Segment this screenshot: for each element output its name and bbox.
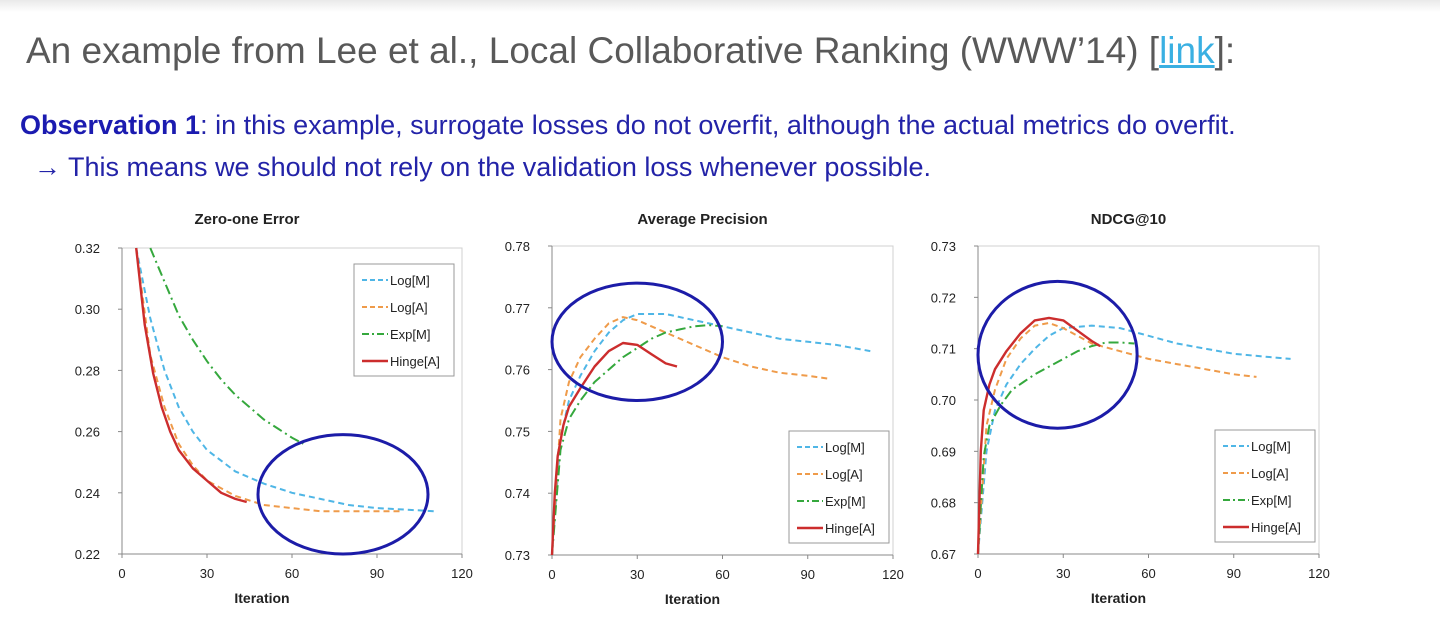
- legend-box: [788, 430, 890, 544]
- top-edge-shadow: [0, 0, 1440, 12]
- y-tick-label: 0.70: [931, 393, 956, 408]
- y-tick-label: 0.75: [505, 424, 530, 439]
- highlight-ellipse: [256, 433, 430, 556]
- x-tick-label: 60: [1141, 566, 1155, 581]
- x-tick-label: 60: [715, 567, 729, 582]
- charts-figure: Zero-one Error 0.22 0.24 0.26 0.28 0.30 0.32 0 3…: [75, 211, 1330, 607]
- x-tick-label: 30: [200, 566, 214, 581]
- y-tick-label: 0.22: [75, 547, 100, 562]
- legend-label: Log[M]: [1251, 439, 1291, 454]
- y-tick-label: 0.26: [75, 425, 100, 440]
- series-line-logm: [135, 247, 434, 513]
- legend-label: Exp[M]: [1251, 493, 1291, 508]
- chart-3: NDCG@10 0.67 0.68 0.69 0.70 0.71 0.72 0.73 0 30 60…: [931, 211, 1330, 606]
- series-line-expm: [149, 247, 304, 445]
- highlight-ellipse: [976, 279, 1139, 430]
- observation-line: Observation 1: in this example, surrogat…: [20, 110, 1236, 141]
- chart-1: Zero-one Error 0.22 0.24 0.26 0.28 0.30 0.32 0 3…: [75, 211, 473, 606]
- chart-2: Average Precision 0.73 0.74 0.75 0.76 0.77 0.7…: [505, 211, 904, 607]
- series-line-loga: [551, 316, 831, 556]
- y-tick-label: 0.28: [75, 363, 100, 378]
- y-tick-label: 0.78: [505, 239, 530, 254]
- legend-label: Hinge[A]: [1251, 520, 1301, 535]
- x-axis-label: Iteration: [234, 590, 289, 606]
- series-line-expm: [977, 341, 1135, 555]
- legend: Log[M] Log[A] Exp[M] Hinge[A]: [353, 263, 455, 377]
- series-line-logm: [977, 324, 1291, 555]
- y-tick-label: 0.30: [75, 302, 100, 317]
- x-tick-label: 0: [974, 566, 981, 581]
- legend-label: Exp[M]: [825, 494, 865, 509]
- series-line-logm: [551, 313, 871, 556]
- observation-text: : in this example, surrogate losses do n…: [200, 110, 1236, 140]
- y-tick-label: 0.32: [75, 241, 100, 256]
- x-tick-label: 30: [630, 567, 644, 582]
- y-tick-label: 0.77: [505, 301, 530, 316]
- legend: Log[M] Log[A] Exp[M] Hinge[A]: [1214, 429, 1316, 543]
- slide-title: An example from Lee et al., Local Collab…: [26, 30, 1235, 72]
- series-line-loga: [977, 322, 1257, 555]
- legend-label: Hinge[A]: [390, 354, 440, 369]
- chart-title: NDCG@10: [1091, 211, 1166, 228]
- x-tick-label: 0: [548, 567, 555, 582]
- chart-title: Zero-one Error: [194, 211, 299, 228]
- x-tick-label: 120: [1308, 566, 1330, 581]
- x-tick-label: 90: [801, 567, 815, 582]
- y-tick-label: 0.74: [505, 486, 530, 501]
- legend-label: Exp[M]: [390, 327, 430, 342]
- x-tick-label: 90: [370, 566, 384, 581]
- y-tick-label: 0.67: [931, 547, 956, 562]
- legend-box: [1214, 429, 1316, 543]
- series-line-hingea: [550, 341, 678, 556]
- y-tick-label: 0.76: [505, 363, 530, 378]
- legend: Log[M] Log[A] Exp[M] Hinge[A]: [788, 430, 890, 544]
- series-line-hingea: [135, 247, 248, 504]
- x-tick-label: 30: [1056, 566, 1070, 581]
- y-tick-label: 0.69: [931, 444, 956, 459]
- x-tick-label: 60: [285, 566, 299, 581]
- series-line-hingea: [976, 316, 1101, 555]
- y-tick-label: 0.73: [931, 239, 956, 254]
- y-tick-label: 0.68: [931, 496, 956, 511]
- x-tick-label: 0: [118, 566, 125, 581]
- series-line-loga: [135, 247, 400, 513]
- legend-label: Log[A]: [1251, 466, 1289, 481]
- x-axis-label: Iteration: [1091, 590, 1146, 606]
- legend-box: [353, 263, 455, 377]
- legend-label: Log[A]: [825, 467, 863, 482]
- highlight-ellipse: [550, 281, 724, 402]
- x-tick-label: 120: [882, 567, 904, 582]
- legend-label: Log[A]: [390, 300, 428, 315]
- slide-title-prefix: An example from Lee et al., Local Collab…: [26, 30, 1160, 71]
- legend-label: Log[M]: [390, 273, 430, 288]
- legend-label: Hinge[A]: [825, 521, 875, 536]
- paper-link[interactable]: link: [1159, 30, 1215, 71]
- x-axis-label: Iteration: [665, 591, 720, 607]
- observation-label: Observation 1: [20, 110, 201, 140]
- y-tick-label: 0.73: [505, 548, 530, 563]
- series-line-expm: [551, 324, 723, 556]
- slide-title-suffix: ]:: [1214, 30, 1236, 71]
- x-tick-label: 90: [1227, 566, 1241, 581]
- observation-implication: → This means we should not rely on the v…: [34, 152, 931, 182]
- y-tick-label: 0.24: [75, 486, 100, 501]
- y-tick-label: 0.72: [931, 290, 956, 305]
- x-tick-label: 120: [451, 566, 473, 581]
- legend-label: Log[M]: [825, 440, 865, 455]
- chart-title: Average Precision: [637, 211, 767, 228]
- y-tick-label: 0.71: [931, 342, 956, 357]
